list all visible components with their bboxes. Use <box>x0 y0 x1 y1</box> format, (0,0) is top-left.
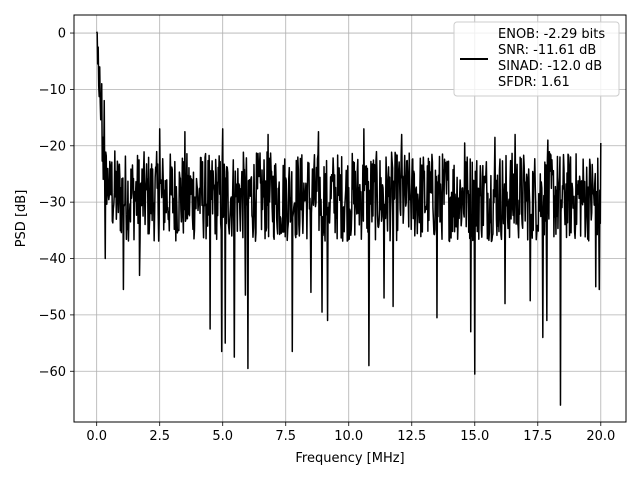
y-axis: 0 −10 −20 −30 −40 −50 −60 <box>39 27 74 380</box>
x-tick-label: 2.5 <box>149 429 170 444</box>
y-tick-label: −60 <box>39 365 66 380</box>
legend-text-sfdr: SFDR: 1.61 <box>498 75 570 90</box>
legend-text-enob: ENOB: -2.29 bits <box>498 27 605 42</box>
x-axis: 0.0 2.5 5.0 7.5 10.0 12.5 15.0 17.5 20.0 <box>86 422 615 444</box>
y-tick-label: −40 <box>39 252 66 267</box>
x-tick-label: 15.0 <box>460 429 489 444</box>
legend-text-sinad: SINAD: -12.0 dB <box>498 59 602 74</box>
psd-series-line <box>95 31 602 406</box>
x-tick-label: 10.0 <box>334 429 363 444</box>
x-tick-label: 0.0 <box>86 429 107 444</box>
x-tick-label: 20.0 <box>586 429 615 444</box>
plot-frame <box>73 14 627 423</box>
y-tick-label: −20 <box>39 139 66 154</box>
x-tick-label: 12.5 <box>397 429 426 444</box>
x-axis-label: Frequency [MHz] <box>295 451 404 466</box>
series-group <box>95 31 602 406</box>
x-tick-label: 17.5 <box>523 429 552 444</box>
legend-box <box>453 21 620 97</box>
y-tick-label: −10 <box>39 83 66 98</box>
x-tick-label: 7.5 <box>275 429 296 444</box>
y-axis-label: PSD [dB] <box>14 190 29 248</box>
y-tick-label: −50 <box>39 308 66 323</box>
y-tick-label: −30 <box>39 196 66 211</box>
x-tick-label: 5.0 <box>212 429 233 444</box>
legend-text-snr: SNR: -11.61 dB <box>498 43 596 58</box>
legend: ENOB: -2.29 bits SNR: -11.61 dB SINAD: -… <box>453 21 620 97</box>
y-tick-label: 0 <box>58 27 66 42</box>
